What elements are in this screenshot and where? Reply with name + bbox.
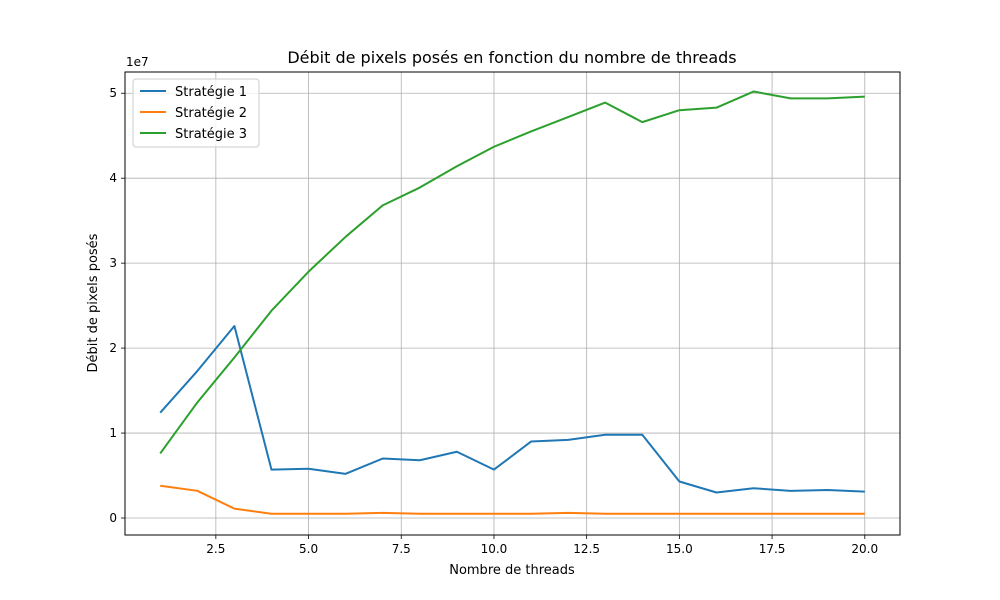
x-axis-label: Nombre de threads — [449, 563, 575, 578]
y-tick-label: 0 — [109, 511, 117, 525]
x-tick-label: 15.0 — [666, 542, 693, 556]
x-tick-label: 17.5 — [759, 542, 786, 556]
plot-area — [125, 72, 900, 535]
grid — [125, 72, 900, 535]
x-axis-ticks: 2.5 5.0 7.5 10.0 12.5 15.0 17.5 20.0 — [206, 535, 878, 556]
legend-label-strategie-1: Stratégie 1 — [175, 85, 247, 100]
legend-label-strategie-3: Stratégie 3 — [175, 127, 247, 142]
series-line-strategie-1 — [159, 325, 865, 494]
x-tick-label: 5.0 — [299, 542, 318, 556]
y-axis-ticks: 0 1 2 3 4 5 — [109, 86, 125, 525]
plot-frame — [124, 71, 901, 536]
y-axis-label: Débit de pixels posés — [86, 233, 101, 372]
legend-label-strategie-2: Stratégie 2 — [175, 106, 247, 121]
chart-title: Débit de pixels posés en fonction du nom… — [287, 48, 736, 67]
y-tick-label: 5 — [109, 86, 117, 100]
legend-box — [132, 78, 260, 148]
legend: Stratégie 1 Stratégie 2 Stratégie 3 — [132, 78, 260, 148]
series-line-strategie-3 — [159, 90, 865, 455]
x-tick-label: 20.0 — [851, 542, 878, 556]
x-tick-label: 7.5 — [392, 542, 411, 556]
x-tick-label: 2.5 — [206, 542, 225, 556]
y-tick-label: 3 — [109, 256, 117, 270]
series-lines — [159, 90, 865, 515]
y-tick-label: 4 — [109, 171, 117, 185]
y-tick-label: 1 — [109, 426, 117, 440]
y-tick-label: 2 — [109, 341, 117, 355]
y-scale-factor: 1e7 — [126, 55, 149, 69]
series-line-strategie-2 — [160, 484, 865, 515]
x-tick-label: 12.5 — [573, 542, 600, 556]
x-tick-label: 10.0 — [481, 542, 508, 556]
